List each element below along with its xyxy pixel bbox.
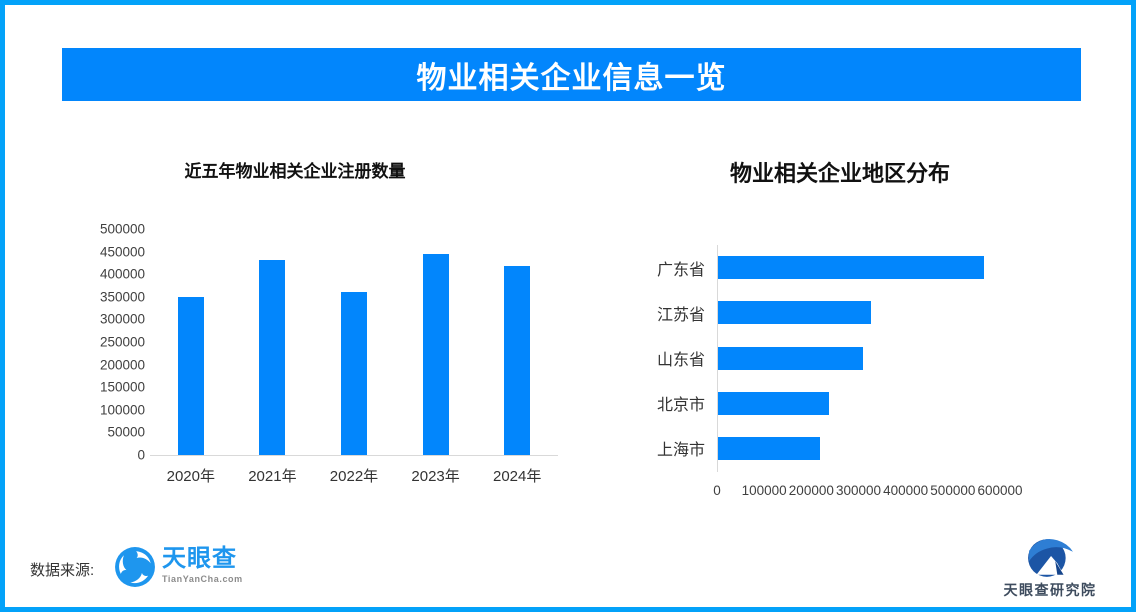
right-chart-plot-area: [718, 245, 1001, 471]
right-chart-axis-line: [717, 245, 718, 472]
x-tick-label: 500000: [930, 483, 976, 498]
bar-广东省: [718, 256, 985, 280]
x-tick-label: 0: [713, 483, 721, 498]
left-chart-y-axis: 0 50000 100000 150000 200000 250000 300000 3500…: [55, 222, 145, 463]
x-tick-label: 100000: [741, 483, 787, 498]
y-tick-label: 150000: [99, 379, 145, 395]
data-source-label: 数据来源:: [30, 562, 95, 579]
y-tick-label: 500000: [99, 221, 145, 237]
research-institute-logo: 天眼查研究院: [990, 536, 1110, 600]
left-chart-x-axis: 2020年 2021年 2022年 2023年 2024年: [150, 465, 558, 487]
category-label: 江苏省: [656, 306, 705, 324]
category-label: 山东省: [656, 352, 705, 369]
bar-slot: [232, 229, 314, 455]
y-tick-label: 400000: [99, 266, 145, 282]
bar-上海市: [718, 436, 820, 460]
research-institute-mountain-icon: [1028, 539, 1073, 577]
bar-2023年: [422, 253, 449, 455]
bar-江苏省: [718, 301, 871, 325]
title-banner: 物业相关企业信息一览: [62, 48, 1081, 101]
category-label: 广东省: [656, 261, 705, 279]
category-label: 上海市: [656, 442, 705, 460]
x-category-label: 2021年: [248, 468, 297, 485]
bar-slot: [476, 229, 558, 455]
page-title: 物业相关企业信息一览: [416, 61, 727, 95]
x-tick-label: 300000: [835, 483, 882, 498]
tianyancha-wordmark: 天眼查: [162, 545, 237, 572]
x-tick-label: 400000: [883, 483, 929, 498]
bar-slot: [313, 229, 395, 455]
y-tick-label: 300000: [99, 311, 145, 327]
bar-北京市: [718, 391, 829, 415]
x-tick-label: 200000: [788, 483, 834, 498]
y-tick-label: 250000: [99, 334, 145, 350]
y-tick-label: 200000: [99, 357, 145, 373]
y-tick-label: 0: [137, 447, 145, 463]
y-tick-label: 100000: [99, 402, 145, 418]
bar-row: [718, 381, 1001, 426]
tianyancha-domain-text: TianYanCha.com: [162, 574, 243, 584]
bar-row: [718, 290, 1001, 335]
bar-slot: [150, 229, 232, 455]
bar-2020年: [177, 296, 204, 455]
y-tick-label: 50000: [107, 424, 145, 440]
bar-2021年: [259, 259, 286, 455]
x-category-label: 2024年: [492, 468, 542, 485]
bar-山东省: [718, 346, 863, 370]
bar-row: [718, 245, 1001, 290]
bar-row: [718, 335, 1001, 380]
bar-2022年: [340, 292, 367, 455]
x-category-label: 2022年: [329, 468, 379, 485]
right-chart-title: 物业相关企业地区分布: [729, 161, 950, 186]
x-category-label: 2023年: [411, 468, 460, 485]
left-chart-title: 近五年物业相关企业注册数量: [184, 162, 406, 181]
bar-row: [718, 426, 1001, 471]
tianyancha-eye-icon: [115, 547, 155, 587]
x-tick-label: 600000: [977, 483, 1023, 498]
category-label: 北京市: [656, 397, 705, 415]
y-tick-label: 350000: [99, 289, 145, 305]
right-chart-category-axis: 广东省江苏省山东省北京市上海市: [615, 245, 705, 471]
y-tick-label: 450000: [99, 244, 145, 260]
bar-slot: [395, 229, 477, 455]
bar-2024年: [504, 266, 531, 455]
left-chart-plot-area: [150, 229, 558, 456]
research-institute-name: 天眼查研究院: [1003, 582, 1097, 598]
tianyancha-logo: 天眼查 TianYanCha.com: [114, 546, 243, 588]
right-chart-x-axis: 0 100000 200000 300000 400000 500000 600000: [713, 483, 1022, 501]
x-category-label: 2020年: [166, 468, 215, 485]
